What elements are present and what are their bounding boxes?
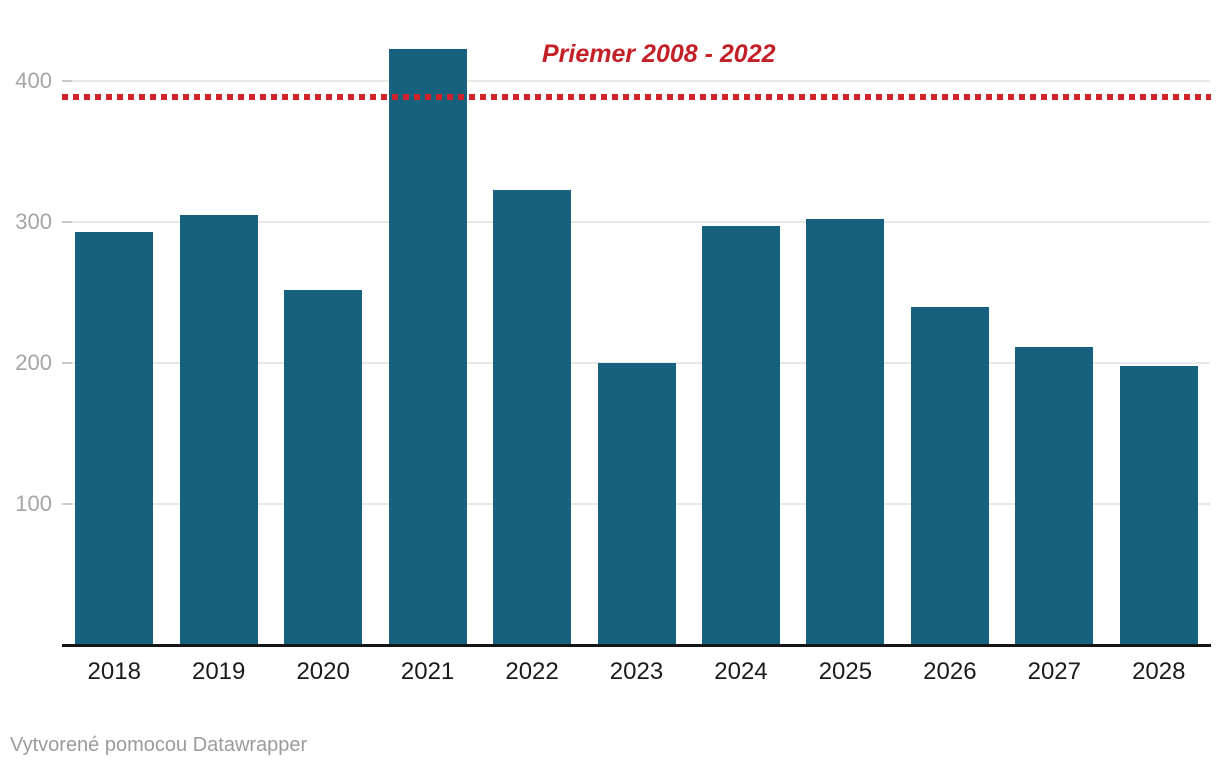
x-label-2024: 2024 bbox=[714, 658, 768, 685]
bar-2021[interactable] bbox=[388, 48, 467, 645]
x-label-2025: 2025 bbox=[818, 658, 873, 685]
x-label-2027: 2027 bbox=[1027, 658, 1081, 685]
x-label-2023: 2023 bbox=[609, 658, 664, 685]
x-label-2026: 2026 bbox=[923, 658, 977, 685]
y-tick-400 bbox=[62, 80, 72, 82]
y-tick-label-300: 300 bbox=[15, 209, 52, 234]
gridline-300 bbox=[62, 221, 1210, 223]
bar-2023[interactable] bbox=[597, 363, 676, 645]
x-label-2019: 2019 bbox=[191, 658, 246, 685]
bar-2019[interactable] bbox=[179, 214, 258, 645]
bar-2024[interactable] bbox=[701, 226, 780, 645]
bar-2020[interactable] bbox=[284, 289, 363, 645]
x-axis-line bbox=[62, 644, 1211, 647]
bar-2025[interactable] bbox=[806, 219, 885, 645]
x-label-2028: 2028 bbox=[1132, 658, 1186, 685]
x-label-2020: 2020 bbox=[296, 658, 350, 685]
y-tick-label-200: 200 bbox=[15, 350, 52, 375]
x-label-2021: 2021 bbox=[400, 658, 455, 685]
bar-2018[interactable] bbox=[75, 231, 154, 645]
y-tick-200 bbox=[62, 362, 72, 364]
y-tick-label-100: 100 bbox=[15, 491, 52, 516]
reference-line-label: Priemer 2008 - 2022 bbox=[542, 40, 776, 68]
bar-2028[interactable] bbox=[1119, 365, 1198, 645]
y-tick-300 bbox=[62, 221, 72, 223]
y-tick-100 bbox=[62, 503, 72, 505]
datawrapper-attribution-link[interactable]: Vytvorené pomocou Datawrapper bbox=[10, 734, 308, 756]
bar-2022[interactable] bbox=[493, 189, 572, 645]
y-tick-label-400: 400 bbox=[15, 68, 52, 93]
bar-2026[interactable] bbox=[910, 306, 989, 645]
gridline-400 bbox=[62, 80, 1210, 82]
bar-2027[interactable] bbox=[1015, 347, 1094, 645]
x-label-2018: 2018 bbox=[87, 658, 141, 685]
x-label-2022: 2022 bbox=[505, 658, 559, 685]
average-reference-line bbox=[62, 93, 1211, 100]
